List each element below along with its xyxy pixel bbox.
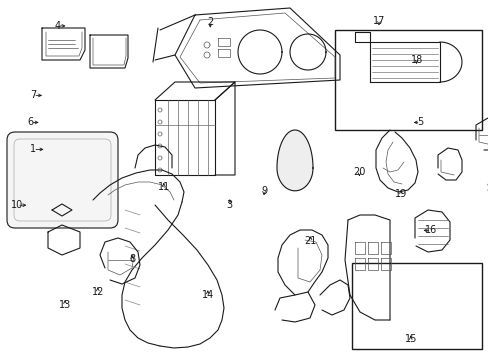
Bar	[351, 263, 481, 349]
Text: 4: 4	[55, 21, 61, 31]
Text: 10: 10	[11, 200, 23, 210]
Text: 5: 5	[417, 117, 423, 127]
Text: 12: 12	[91, 287, 104, 297]
Text: 3: 3	[226, 200, 232, 210]
Text: 19: 19	[394, 189, 407, 199]
Text: 14: 14	[201, 290, 214, 300]
Text: 17: 17	[372, 16, 385, 26]
FancyBboxPatch shape	[7, 132, 118, 228]
Text: 8: 8	[129, 254, 135, 264]
Text: 20: 20	[352, 167, 365, 177]
Bar	[334, 30, 481, 130]
Text: 6: 6	[27, 117, 33, 127]
Text: 11: 11	[157, 182, 170, 192]
Text: 21: 21	[304, 236, 316, 246]
Text: 7: 7	[30, 90, 36, 100]
Text: 13: 13	[59, 300, 71, 310]
Text: 9: 9	[261, 186, 266, 196]
Polygon shape	[276, 130, 312, 191]
Text: 16: 16	[424, 225, 437, 235]
Text: 2: 2	[207, 17, 213, 27]
Text: 18: 18	[409, 55, 422, 66]
Text: 1: 1	[30, 144, 36, 154]
Text: 15: 15	[404, 334, 416, 344]
